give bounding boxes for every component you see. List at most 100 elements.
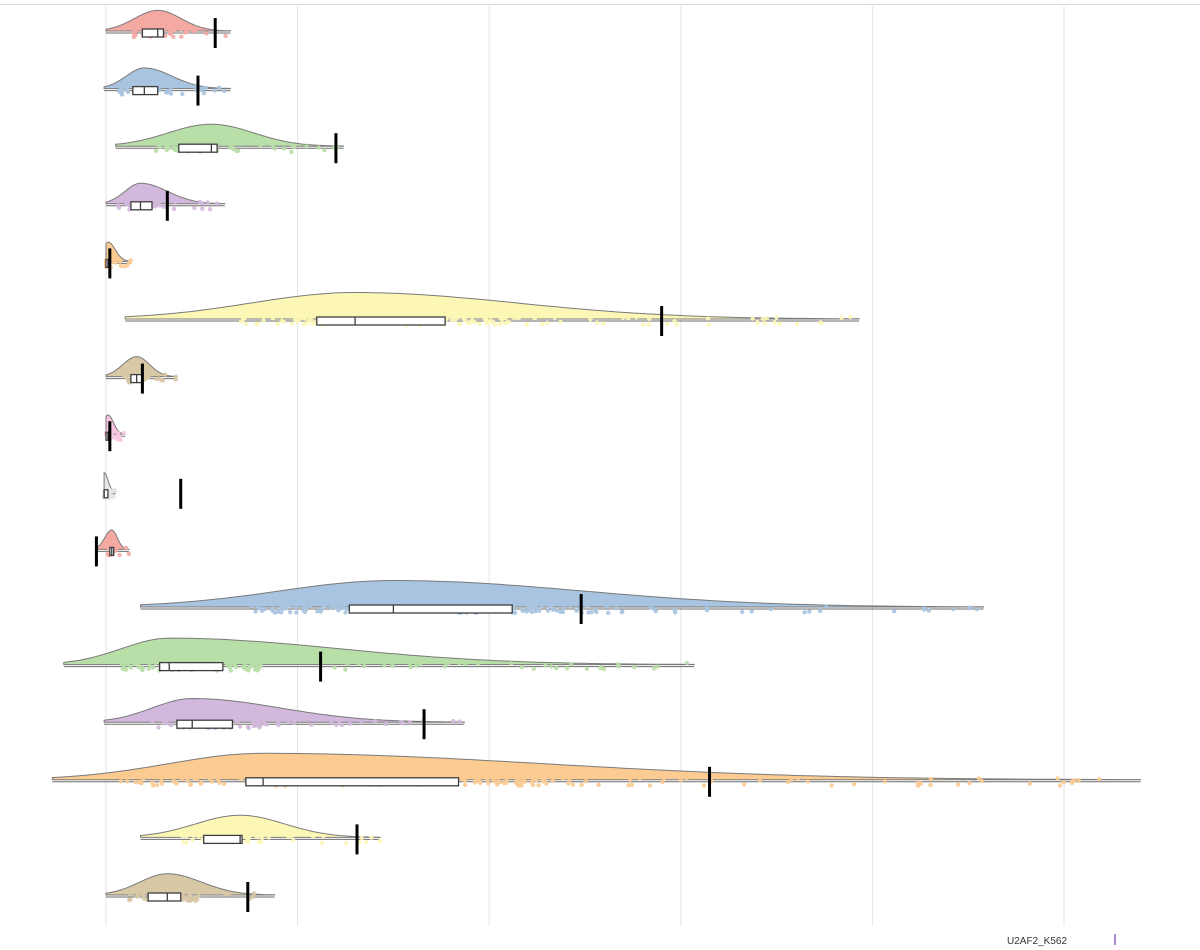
data-point bbox=[295, 314, 300, 320]
data-point bbox=[558, 609, 563, 614]
data-point bbox=[161, 721, 167, 726]
data-point bbox=[180, 833, 185, 839]
data-point bbox=[802, 610, 807, 615]
data-point bbox=[191, 833, 196, 838]
data-point bbox=[291, 838, 296, 843]
data-point bbox=[755, 320, 760, 325]
data-point bbox=[967, 606, 972, 611]
data-point bbox=[341, 605, 346, 610]
data-point bbox=[882, 779, 888, 784]
data-point bbox=[514, 775, 519, 781]
data-point bbox=[459, 776, 465, 781]
data-point bbox=[684, 776, 689, 781]
data-point bbox=[204, 31, 209, 36]
data-point bbox=[228, 668, 233, 673]
data-point bbox=[214, 201, 220, 206]
data-point bbox=[230, 142, 235, 147]
series-row bbox=[115, 123, 345, 164]
data-point bbox=[315, 609, 320, 614]
data-point bbox=[187, 891, 193, 897]
data-point bbox=[109, 493, 114, 498]
data-point bbox=[321, 833, 326, 839]
data-point bbox=[332, 665, 337, 670]
data-point bbox=[974, 607, 980, 612]
data-point bbox=[418, 662, 423, 667]
data-point bbox=[245, 838, 250, 843]
data-point bbox=[1097, 776, 1102, 782]
data-point bbox=[519, 664, 525, 670]
data-point bbox=[115, 431, 121, 436]
data-point bbox=[584, 666, 590, 671]
data-point bbox=[235, 719, 240, 724]
data-point bbox=[979, 778, 984, 784]
data-point bbox=[516, 314, 521, 320]
data-point bbox=[173, 199, 178, 205]
data-point bbox=[647, 316, 652, 322]
iqr-box bbox=[178, 143, 218, 153]
data-point bbox=[118, 779, 124, 784]
data-point bbox=[672, 318, 677, 324]
data-point bbox=[455, 315, 461, 320]
data-point bbox=[490, 775, 496, 781]
data-point bbox=[192, 205, 197, 211]
data-point bbox=[499, 320, 505, 325]
threshold-marker bbox=[213, 18, 217, 48]
data-point bbox=[121, 430, 127, 436]
data-point bbox=[181, 840, 186, 845]
data-point bbox=[289, 834, 294, 839]
data-point bbox=[243, 321, 248, 327]
data-point bbox=[795, 776, 801, 782]
data-point bbox=[661, 776, 667, 781]
data-point bbox=[552, 315, 557, 320]
data-point bbox=[156, 376, 161, 381]
data-point bbox=[651, 666, 656, 671]
data-point bbox=[171, 206, 177, 212]
data-point bbox=[794, 321, 800, 327]
data-point bbox=[322, 148, 327, 153]
density-cloud bbox=[140, 814, 381, 838]
data-point bbox=[768, 606, 774, 612]
density-cloud bbox=[51, 752, 1142, 781]
data-point bbox=[333, 605, 338, 610]
iqr-box bbox=[130, 201, 153, 211]
data-point bbox=[637, 776, 642, 781]
data-point bbox=[123, 545, 129, 551]
iqr-box bbox=[158, 661, 224, 672]
data-point bbox=[222, 88, 227, 94]
data-point bbox=[604, 604, 609, 609]
series-row bbox=[103, 414, 127, 452]
data-point bbox=[777, 321, 782, 326]
data-point bbox=[789, 777, 794, 782]
data-point bbox=[275, 321, 280, 327]
data-point bbox=[492, 779, 497, 784]
data-point bbox=[449, 317, 455, 322]
threshold-marker bbox=[196, 75, 200, 106]
data-point bbox=[554, 665, 559, 671]
data-point bbox=[150, 780, 155, 785]
data-point bbox=[655, 664, 660, 669]
series-row bbox=[63, 637, 695, 682]
data-point bbox=[529, 609, 534, 615]
data-point bbox=[461, 317, 467, 322]
data-point bbox=[532, 316, 537, 321]
data-point bbox=[250, 604, 255, 609]
data-point bbox=[1057, 783, 1063, 788]
data-point bbox=[442, 664, 448, 669]
data-point bbox=[678, 777, 683, 783]
data-point bbox=[706, 322, 711, 327]
data-point bbox=[839, 315, 844, 320]
data-point bbox=[477, 321, 482, 326]
data-point bbox=[319, 840, 325, 846]
data-point bbox=[564, 666, 570, 671]
data-point bbox=[171, 779, 176, 784]
data-point bbox=[279, 605, 284, 610]
data-point bbox=[1069, 779, 1075, 784]
data-point bbox=[648, 605, 653, 610]
data-point bbox=[288, 609, 293, 615]
data-point bbox=[382, 663, 387, 668]
data-point bbox=[161, 204, 166, 209]
data-point bbox=[596, 782, 601, 788]
data-point bbox=[185, 778, 190, 784]
data-point bbox=[550, 607, 556, 612]
